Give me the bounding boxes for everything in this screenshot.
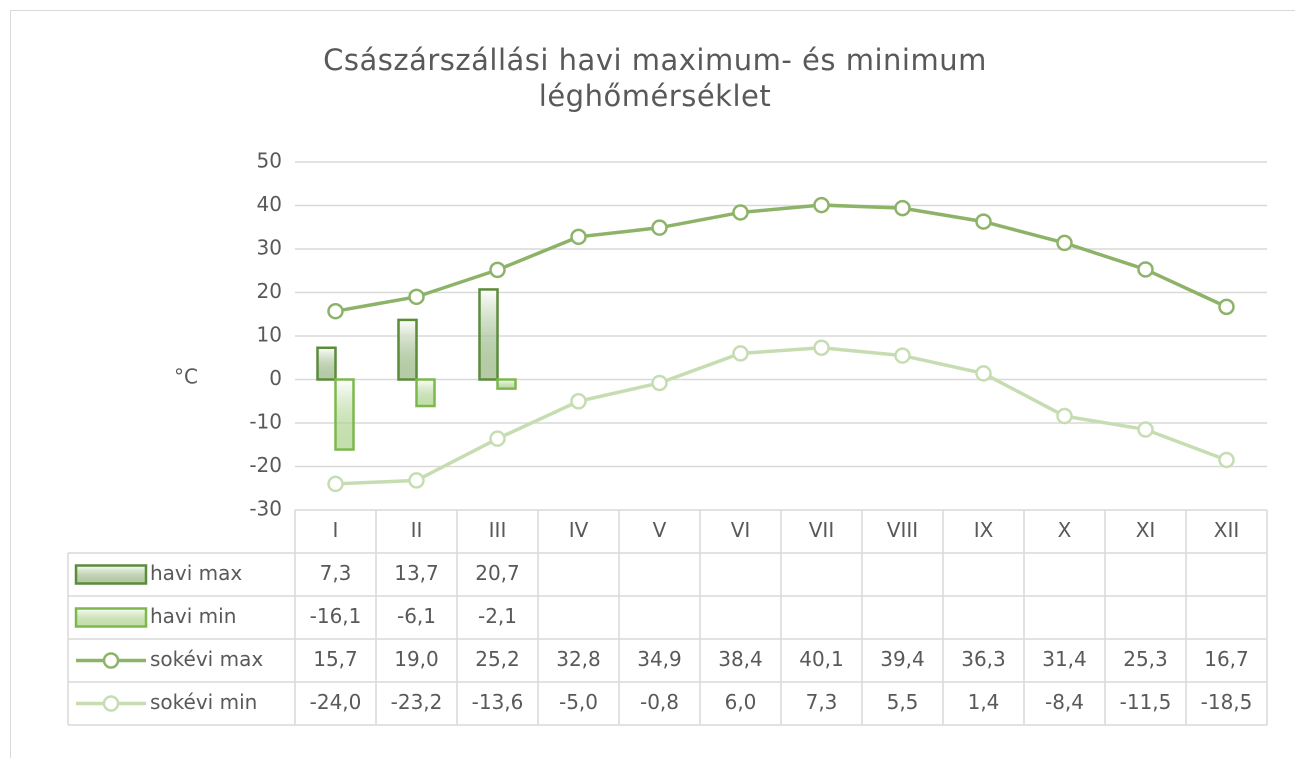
marker <box>327 475 344 493</box>
marker <box>1056 407 1073 425</box>
table-value: 1,4 <box>968 690 1000 714</box>
table-value: 32,8 <box>556 647 601 671</box>
bar <box>334 378 355 451</box>
marker <box>651 219 668 236</box>
legend-symbol <box>102 652 120 669</box>
marker <box>408 472 425 489</box>
marker <box>975 213 992 230</box>
table-value: -24,0 <box>310 690 362 714</box>
table-value: -18,5 <box>1201 690 1253 714</box>
bar <box>397 318 418 381</box>
table-value: 16,7 <box>1204 647 1249 671</box>
table-value: 15,7 <box>313 647 358 671</box>
table-value: 25,2 <box>475 647 520 671</box>
table-value: -16,1 <box>310 604 362 628</box>
marker <box>894 199 911 217</box>
bar <box>316 346 337 381</box>
marker <box>813 339 830 356</box>
marker <box>732 345 749 362</box>
marker <box>408 288 425 306</box>
legend-label: havi max <box>150 561 242 585</box>
table-value: 13,7 <box>394 561 439 585</box>
legend-label: sokévi min <box>150 690 257 714</box>
x-tick-label: VII <box>809 518 834 542</box>
table-value: 40,1 <box>799 647 844 671</box>
table-value: -8,4 <box>1045 690 1084 714</box>
marker <box>732 204 749 221</box>
x-tick-label: V <box>653 518 667 542</box>
y-tick-label: -10 <box>249 410 282 434</box>
table-value: 39,4 <box>880 647 925 671</box>
x-tick-label: IV <box>569 518 589 542</box>
legend-label: havi min <box>150 604 236 628</box>
x-tick-label: IX <box>974 518 994 542</box>
x-tick-label: VIII <box>887 518 918 542</box>
table-value: -5,0 <box>559 690 598 714</box>
y-axis-label: °C <box>174 365 198 389</box>
y-tick-label: 30 <box>257 236 282 260</box>
table-value: -11,5 <box>1120 690 1172 714</box>
table-value: 7,3 <box>806 690 838 714</box>
x-tick-label: I <box>333 518 339 542</box>
marker <box>975 365 992 382</box>
x-tick-label: III <box>489 518 507 542</box>
marker <box>327 302 344 320</box>
x-tick-label: XII <box>1214 518 1240 542</box>
legend-symbol <box>74 607 148 628</box>
marker <box>489 261 506 279</box>
marker <box>570 393 587 410</box>
y-tick-label: -30 <box>249 497 282 521</box>
table-value: -6,1 <box>397 604 436 628</box>
y-tick-label: -20 <box>249 453 282 477</box>
legend-symbol <box>102 695 120 712</box>
x-tick-label: XI <box>1136 518 1156 542</box>
marker <box>1218 451 1235 469</box>
table-value: 5,5 <box>887 690 919 714</box>
table-value: 19,0 <box>394 647 439 671</box>
table-value: -2,1 <box>478 604 517 628</box>
bar <box>478 288 499 381</box>
marker <box>651 374 668 392</box>
table-value: 34,9 <box>637 647 682 671</box>
y-tick-label: 20 <box>257 279 282 303</box>
y-tick-label: 40 <box>257 192 282 216</box>
chart-title: Császárszállási havi maximum- és minimum… <box>323 43 987 113</box>
table-value: -23,2 <box>391 690 443 714</box>
marker <box>1137 421 1154 438</box>
marker <box>1137 261 1154 278</box>
line <box>335 203 1228 313</box>
table-value: 7,3 <box>320 561 352 585</box>
marker <box>894 347 911 364</box>
table-value: -0,8 <box>640 690 679 714</box>
table-value: 38,4 <box>718 647 763 671</box>
table-value: 25,3 <box>1123 647 1168 671</box>
chart-border <box>10 10 1295 758</box>
bar <box>496 378 517 390</box>
y-tick-label: 10 <box>257 323 282 347</box>
table-value: 36,3 <box>961 647 1006 671</box>
bar <box>415 378 436 408</box>
marker <box>489 430 506 447</box>
table-value: -13,6 <box>472 690 524 714</box>
y-tick-label: 50 <box>257 149 282 173</box>
table-value: 20,7 <box>475 561 520 585</box>
y-tick-label: 0 <box>269 366 282 390</box>
x-tick-label: X <box>1058 518 1072 542</box>
table-value: 6,0 <box>725 690 757 714</box>
marker <box>813 196 830 214</box>
marker <box>1218 298 1235 316</box>
line <box>335 345 1228 486</box>
legend-label: sokévi max <box>150 647 263 671</box>
legend-symbol <box>74 564 148 585</box>
marker <box>570 228 587 246</box>
x-tick-label: VI <box>731 518 751 542</box>
table-value: 31,4 <box>1042 647 1087 671</box>
marker <box>1056 234 1073 252</box>
x-tick-label: II <box>411 518 423 542</box>
